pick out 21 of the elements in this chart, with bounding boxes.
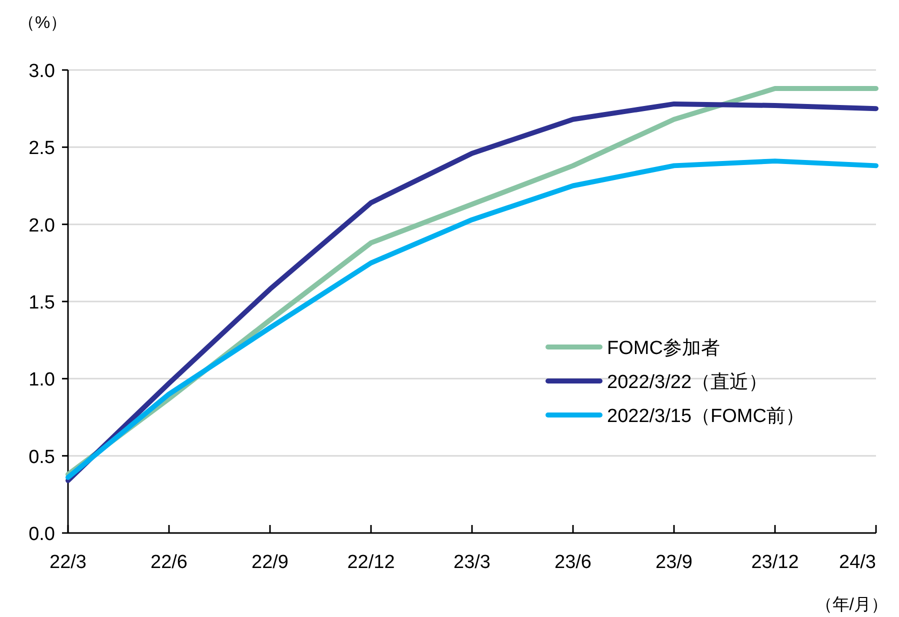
y-tick-label: 1.0 bbox=[28, 370, 55, 391]
y-tick-label: 0.5 bbox=[28, 446, 55, 468]
legend-label: 2022/3/22（直近） bbox=[607, 372, 768, 393]
x-tick-label: 22/3 bbox=[50, 552, 86, 573]
x-tick-label: 23/3 bbox=[454, 552, 490, 573]
x-tick-label: 23/6 bbox=[554, 552, 592, 573]
x-tick-label: 22/12 bbox=[347, 552, 395, 573]
y-tick-label: 2.0 bbox=[28, 215, 55, 236]
y-axis-title: （%） bbox=[18, 13, 68, 32]
legend-label: 2022/3/15（FOMC前） bbox=[607, 406, 804, 427]
x-tick-label: 23/9 bbox=[656, 552, 692, 573]
x-tick-label: 23/12 bbox=[751, 552, 799, 573]
y-tick-label: 2.5 bbox=[28, 138, 55, 160]
x-tick-label: 22/6 bbox=[150, 552, 188, 573]
y-tick-label: 0.0 bbox=[28, 524, 55, 545]
x-tick-label: 22/9 bbox=[252, 552, 288, 573]
y-tick-label: 1.5 bbox=[28, 292, 55, 314]
y-tick-label: 3.0 bbox=[28, 61, 55, 82]
x-tick-label: 24/3 bbox=[839, 552, 876, 573]
x-axis-title: （年/月） bbox=[815, 595, 888, 614]
legend-label: FOMC参加者 bbox=[607, 338, 720, 359]
